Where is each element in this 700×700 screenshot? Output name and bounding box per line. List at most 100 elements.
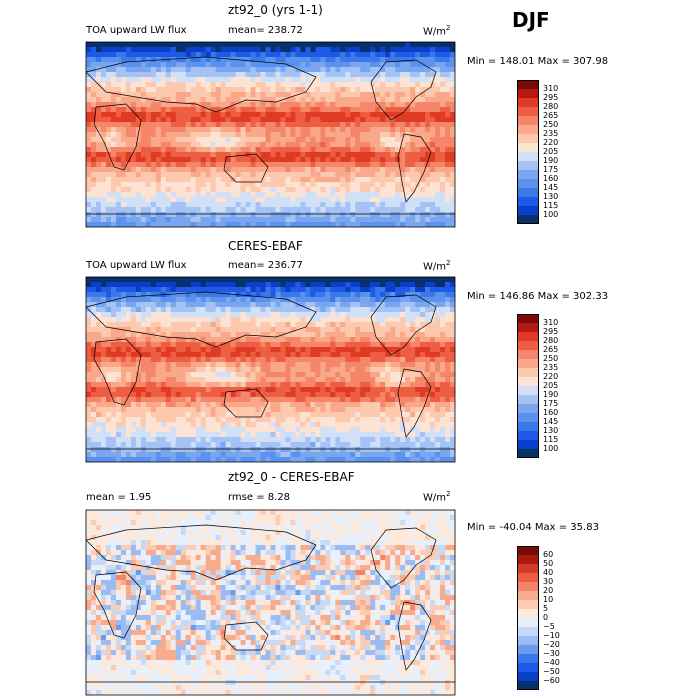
map-cell — [330, 222, 336, 227]
map-cell — [280, 177, 286, 183]
map-cell — [180, 172, 187, 178]
map-cell — [420, 182, 426, 188]
map-cell — [365, 217, 371, 223]
map-cell — [395, 42, 401, 48]
map-cell — [370, 372, 376, 378]
map-cell — [180, 322, 187, 328]
map-cell — [225, 107, 232, 113]
map-cell — [315, 352, 321, 358]
map-cell — [415, 412, 421, 418]
map-cell — [245, 377, 251, 383]
map-cell — [380, 92, 386, 98]
map-cell — [415, 187, 421, 193]
map-cell — [265, 132, 271, 138]
map-cell — [195, 92, 202, 98]
map-cell — [215, 127, 222, 133]
map-cell — [130, 192, 137, 198]
map-cell — [210, 377, 217, 383]
map-cell — [220, 372, 227, 378]
map-cell — [245, 352, 251, 358]
map-cell — [140, 367, 147, 373]
map-cell — [290, 67, 296, 73]
map-cell — [285, 342, 291, 348]
map-cell — [155, 102, 162, 108]
map-cell — [95, 172, 102, 178]
map-cell — [345, 292, 351, 298]
map-cell — [265, 122, 271, 128]
map-cell — [215, 147, 222, 153]
map-cell — [310, 362, 316, 368]
map-cell — [245, 332, 251, 338]
map-cell — [375, 287, 381, 293]
map-cell — [175, 277, 182, 283]
map-cell — [345, 57, 351, 63]
map-cell — [420, 147, 426, 153]
map-cell — [325, 77, 331, 83]
map-cell — [270, 422, 276, 428]
map-cell — [90, 297, 97, 303]
map-cell — [100, 422, 107, 428]
map-cell — [220, 287, 227, 293]
map-cell — [235, 142, 241, 148]
map-cell — [425, 407, 431, 413]
map-cell — [160, 107, 167, 113]
map-cell — [140, 282, 147, 288]
map-cell — [430, 317, 436, 323]
map-cell — [130, 47, 137, 53]
map-cell — [135, 127, 142, 133]
map-cell — [195, 77, 202, 83]
map-cell — [145, 392, 152, 398]
map-cell — [420, 107, 426, 113]
map-cell — [410, 57, 416, 63]
map-cell — [390, 407, 396, 413]
map-cell — [220, 392, 227, 398]
map-cell — [360, 407, 366, 413]
map-cell — [265, 57, 271, 63]
map-cell — [355, 347, 361, 353]
map-cell — [130, 397, 137, 403]
map-cell — [335, 177, 341, 183]
map-cell — [160, 222, 167, 227]
map-cell — [370, 357, 376, 363]
map-cell — [445, 212, 451, 218]
map-cell — [95, 192, 102, 198]
map-cell — [335, 392, 341, 398]
map-cell — [105, 372, 112, 378]
map-cell — [190, 212, 197, 218]
map-cell — [400, 92, 406, 98]
map-cell — [86, 302, 92, 308]
map-cell — [360, 147, 366, 153]
map-cell — [105, 172, 112, 178]
map-cell — [130, 162, 137, 168]
map-cell — [365, 172, 371, 178]
map-cell — [345, 397, 351, 403]
map-cell — [330, 327, 336, 333]
map-cell — [295, 217, 301, 223]
map-cell — [290, 302, 296, 308]
map-cell — [95, 347, 102, 353]
map-cell — [445, 402, 451, 408]
map-cell — [250, 307, 256, 313]
map-cell — [260, 102, 266, 108]
map-cell — [170, 212, 177, 218]
map-cell — [135, 407, 142, 413]
map-cell — [215, 347, 222, 353]
map-cell — [190, 422, 197, 428]
map-cell — [245, 52, 251, 58]
map-cell — [315, 357, 321, 363]
map-cell — [320, 72, 326, 78]
map-cell — [315, 412, 321, 418]
map-cell — [345, 287, 351, 293]
map-cell — [280, 137, 286, 143]
map-cell — [385, 207, 391, 213]
map-cell — [260, 362, 266, 368]
map-cell — [210, 187, 217, 193]
map-cell — [185, 102, 192, 108]
map-cell — [140, 362, 147, 368]
map-cell — [405, 207, 411, 213]
map-cell — [140, 87, 147, 93]
map-cell — [370, 287, 376, 293]
map-cell — [325, 347, 331, 353]
map-cell — [265, 67, 271, 73]
map-cell — [190, 82, 197, 88]
